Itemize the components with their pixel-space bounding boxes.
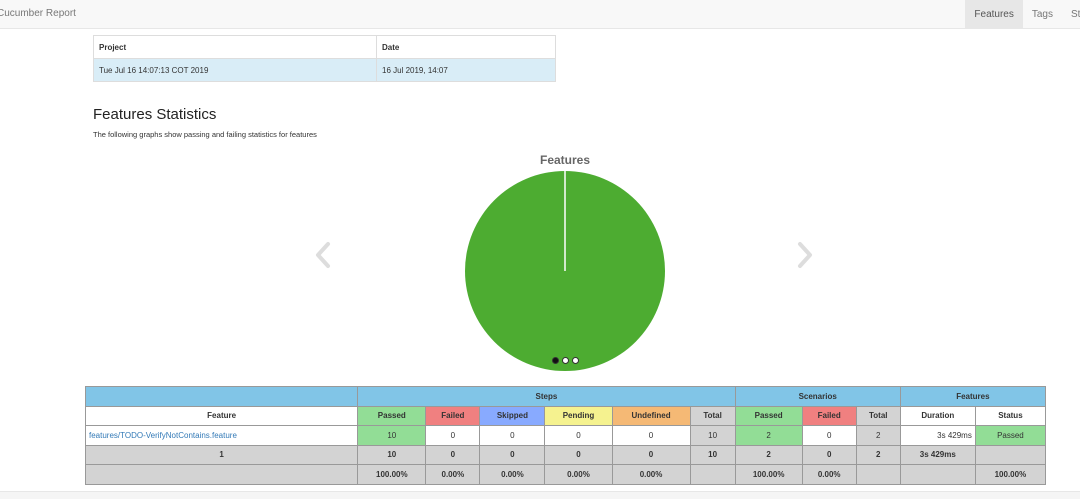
percent-scenarios-failed: 0.00%	[801, 464, 857, 485]
stats-title: Features Statistics	[93, 106, 217, 123]
features-pie-chart	[465, 171, 665, 371]
date-value: 16 Jul 2019, 14:07	[376, 58, 556, 82]
nav-tabs: Features Tags Steps	[965, 0, 1080, 29]
carousel-indicator[interactable]	[562, 357, 569, 364]
chart-carousel: Features	[300, 145, 830, 371]
carousel-indicator[interactable]	[552, 357, 559, 364]
chevron-left-icon[interactable]	[313, 241, 333, 269]
project-info-header: Project Date	[93, 35, 556, 59]
summary-steps-skipped: 0	[479, 444, 546, 465]
percent-status: 100.00%	[974, 464, 1047, 485]
summary-steps-total: 10	[689, 444, 736, 465]
col-steps-passed[interactable]: Passed	[357, 405, 427, 426]
feature-link[interactable]: features/TODO-VerifyNotContains.feature	[84, 425, 359, 446]
cell-scenarios-failed: 0	[801, 425, 857, 446]
col-steps-pending[interactable]: Pending	[544, 405, 613, 426]
col-steps-failed[interactable]: Failed	[425, 405, 481, 426]
navbar: Cucumber Report Features Tags Steps	[0, 0, 1080, 29]
col-feature[interactable]: Feature	[84, 405, 359, 426]
col-steps-undefined[interactable]: Undefined	[611, 405, 691, 426]
cell-scenarios-total: 2	[855, 425, 901, 446]
cell-steps-passed: 10	[357, 425, 427, 446]
status-badge: Passed	[974, 425, 1047, 446]
percent-steps-total	[689, 464, 736, 485]
col-scenarios-passed[interactable]: Passed	[734, 405, 803, 426]
cell-steps-pending: 0	[544, 425, 613, 446]
cell-duration: 3s 429ms	[899, 425, 976, 446]
tab-tags[interactable]: Tags	[1031, 9, 1053, 20]
table-row: features/TODO-VerifyNotContains.feature …	[84, 425, 1047, 446]
features-report-table: Steps Scenarios Features Feature Passed …	[84, 386, 1047, 485]
cell-steps-skipped: 0	[479, 425, 546, 446]
project-info-row: Tue Jul 16 14:07:13 COT 2019 16 Jul 2019…	[93, 58, 556, 82]
summary-scenarios-failed: 0	[801, 444, 857, 465]
header-date: Date	[376, 35, 556, 59]
percent-blank	[84, 464, 359, 485]
summary-steps-failed: 0	[425, 444, 481, 465]
tab-features[interactable]: Features	[965, 0, 1023, 29]
stats-description: The following graphs show passing and fa…	[93, 130, 317, 139]
group-scenarios: Scenarios	[734, 386, 901, 407]
group-blank	[84, 386, 359, 407]
col-status[interactable]: Status	[974, 405, 1047, 426]
summary-steps-passed: 10	[357, 444, 427, 465]
summary-scenarios-total: 2	[855, 444, 901, 465]
carousel-indicator[interactable]	[572, 357, 579, 364]
col-scenarios-failed[interactable]: Failed	[801, 405, 857, 426]
percent-duration	[899, 464, 976, 485]
group-header-row: Steps Scenarios Features	[84, 386, 1047, 407]
summary-steps-pending: 0	[544, 444, 613, 465]
tab-steps[interactable]: Steps	[1071, 9, 1080, 20]
chart-title: Features	[539, 153, 591, 167]
percent-scenarios-passed: 100.00%	[734, 464, 803, 485]
chevron-right-icon[interactable]	[795, 241, 815, 269]
percent-scenarios-total	[855, 464, 901, 485]
percent-steps-failed: 0.00%	[425, 464, 481, 485]
summary-steps-undefined: 0	[611, 444, 691, 465]
summary-feature-count: 1	[84, 444, 359, 465]
cell-steps-total: 10	[689, 425, 736, 446]
carousel-indicators	[552, 357, 579, 364]
summary-row: 1 10 0 0 0 0 10 2 0 2 3s 429ms	[84, 444, 1047, 465]
group-features: Features	[899, 386, 1047, 407]
cell-steps-undefined: 0	[611, 425, 691, 446]
percent-row: 100.00% 0.00% 0.00% 0.00% 0.00% 100.00% …	[84, 464, 1047, 485]
column-header-row: Feature Passed Failed Skipped Pending Un…	[84, 405, 1047, 426]
project-value: Tue Jul 16 14:07:13 COT 2019	[93, 58, 377, 82]
footer	[0, 491, 1080, 499]
project-info-table: Project Date Tue Jul 16 14:07:13 COT 201…	[93, 35, 556, 82]
summary-scenarios-passed: 2	[734, 444, 803, 465]
percent-steps-undefined: 0.00%	[611, 464, 691, 485]
percent-steps-pending: 0.00%	[544, 464, 613, 485]
cell-scenarios-passed: 2	[734, 425, 803, 446]
col-duration[interactable]: Duration	[899, 405, 976, 426]
percent-steps-passed: 100.00%	[357, 464, 427, 485]
summary-status	[974, 444, 1047, 465]
col-steps-total[interactable]: Total	[689, 405, 736, 426]
cell-steps-failed: 0	[425, 425, 481, 446]
group-steps: Steps	[357, 386, 736, 407]
header-project: Project	[93, 35, 377, 59]
summary-duration: 3s 429ms	[899, 444, 976, 465]
brand-link[interactable]: Cucumber Report	[0, 8, 76, 19]
col-steps-skipped[interactable]: Skipped	[479, 405, 546, 426]
percent-steps-skipped: 0.00%	[479, 464, 546, 485]
col-scenarios-total[interactable]: Total	[855, 405, 901, 426]
